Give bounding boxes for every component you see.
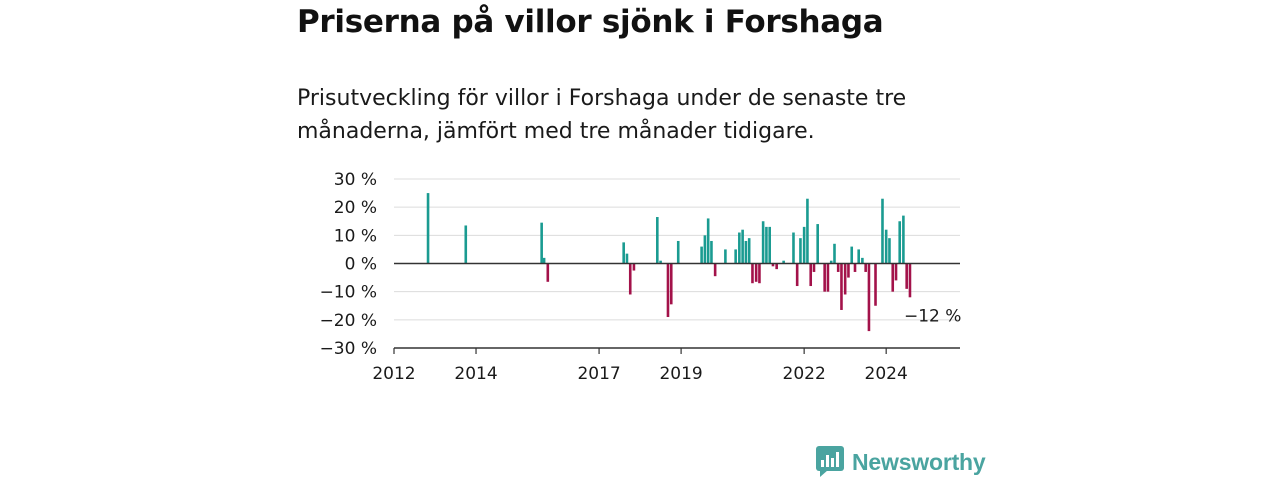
- bar-positive: [761, 221, 765, 264]
- bars: [426, 193, 912, 332]
- bar-positive: [792, 232, 795, 264]
- bar-positive: [802, 226, 806, 264]
- bar-negative: [867, 263, 871, 332]
- bar-positive: [703, 235, 707, 264]
- bar-negative: [632, 263, 636, 271]
- y-tick-label: 20 %: [334, 198, 377, 218]
- bar-positive: [744, 240, 748, 264]
- bar-negative: [826, 263, 830, 292]
- y-axis-tick-labels: 30 % 20 % 10 % 0 % −10 % −20 % −30 %: [320, 170, 377, 359]
- bar-negative: [809, 263, 813, 287]
- y-tick-label: 0 %: [345, 255, 377, 275]
- annotations: −12 %: [904, 306, 961, 326]
- bar-positive: [747, 238, 751, 264]
- x-axis-ticks: 2012 2014 2017 2019 2022 2024: [372, 348, 908, 384]
- bar-negative: [836, 263, 840, 272]
- x-tick-label: 2012: [372, 364, 415, 384]
- bar-positive: [656, 217, 659, 264]
- bar-positive: [540, 222, 543, 264]
- x-tick-label: 2017: [577, 364, 620, 384]
- bar-negative: [843, 263, 847, 295]
- y-tick-label: −10 %: [320, 283, 377, 303]
- bar-positive: [659, 260, 662, 264]
- grid-lines: [394, 178, 960, 321]
- bar-negative: [908, 263, 912, 298]
- bar-negative: [751, 263, 754, 284]
- bar-negative: [754, 263, 758, 282]
- bar-negative: [812, 263, 816, 272]
- bar-negative: [874, 263, 877, 306]
- bar-negative: [905, 263, 908, 289]
- y-tick-label: 10 %: [334, 226, 377, 246]
- bar-positive: [799, 238, 802, 264]
- bar-positive: [816, 224, 819, 264]
- bar-negative: [847, 263, 850, 278]
- y-tick-label: −30 %: [320, 339, 377, 359]
- x-tick-label: 2022: [783, 364, 826, 384]
- bar-positive: [464, 225, 468, 264]
- bar-positive: [884, 229, 888, 264]
- bar-positive: [734, 249, 737, 264]
- bar-negative: [771, 263, 775, 267]
- bar-positive: [676, 240, 680, 264]
- bar-positive: [542, 257, 546, 264]
- bar-positive: [806, 198, 809, 264]
- chart-title: Priserna på villor sjönk i Forshaga: [297, 4, 884, 40]
- bar-positive: [833, 243, 836, 264]
- bar-positive: [700, 246, 703, 264]
- bar-positive: [902, 215, 905, 264]
- bar-negative: [775, 263, 778, 270]
- brand-name: Newsworthy: [852, 448, 986, 475]
- bar-negative: [864, 263, 867, 272]
- bar-positive: [765, 226, 768, 264]
- bar-negative: [628, 263, 632, 295]
- y-tick-label: 30 %: [334, 170, 377, 190]
- bar-negative: [891, 263, 895, 292]
- chart-subtitle: Prisutveckling för villor i Forshaga und…: [297, 86, 907, 144]
- bar-positive: [768, 226, 771, 264]
- y-tick-label: −20 %: [320, 311, 377, 331]
- bar-positive: [850, 246, 854, 264]
- bar-positive: [724, 249, 727, 264]
- bar-positive: [881, 198, 884, 264]
- bar-negative: [666, 263, 670, 318]
- bar-negative: [669, 263, 673, 305]
- bar-positive: [898, 221, 902, 264]
- bar-negative: [853, 263, 857, 272]
- bar-positive: [710, 240, 713, 264]
- x-tick-label: 2024: [865, 364, 908, 384]
- newsworthy-logo-icon: [816, 446, 844, 477]
- bar-positive: [426, 193, 430, 264]
- bar-positive: [738, 232, 741, 264]
- bar-positive: [622, 242, 625, 264]
- bar-negative: [840, 263, 843, 310]
- bar-positive: [829, 260, 833, 264]
- last-value-annotation: −12 %: [904, 306, 961, 326]
- bar-negative: [713, 263, 717, 277]
- bar-positive: [857, 249, 860, 264]
- bar-negative: [758, 263, 761, 284]
- bar-negative: [823, 263, 826, 292]
- bar-positive: [741, 229, 744, 264]
- bar-negative: [795, 263, 799, 287]
- bar-positive: [782, 260, 785, 264]
- bar-positive: [706, 218, 710, 264]
- x-tick-label: 2019: [659, 364, 702, 384]
- x-tick-label: 2014: [454, 364, 497, 384]
- bar-positive: [625, 253, 629, 264]
- bar-negative: [894, 263, 898, 281]
- newsworthy-logo: Newsworthy: [816, 446, 986, 478]
- bar-positive: [888, 238, 891, 264]
- bar-negative: [546, 263, 550, 282]
- axes: [394, 262, 960, 349]
- bar-positive: [861, 257, 864, 264]
